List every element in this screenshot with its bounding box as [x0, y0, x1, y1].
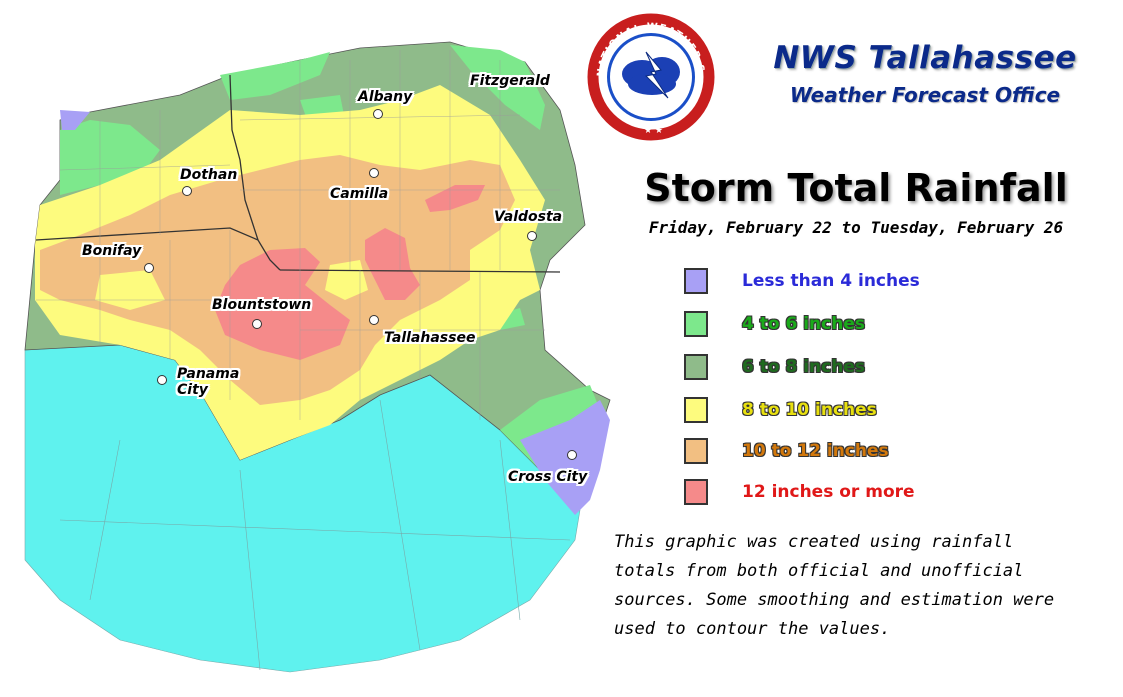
legend-label-10-12: 10 to 12 inches — [742, 441, 889, 461]
city-label-cross-city: Cross City — [508, 469, 588, 485]
city-dot-camilla — [369, 168, 379, 178]
city-label-panama-city: Panama City — [177, 366, 240, 398]
legend-swatch-under-4 — [684, 268, 708, 294]
city-dot-cross-city — [567, 450, 577, 460]
city-label-fitzgerald: Fitzgerald — [470, 73, 550, 89]
office-title: NWS Tallahassee — [773, 40, 1077, 76]
city-label-tallahassee: Tallahassee — [384, 330, 476, 346]
legend-swatch-4-6 — [684, 311, 708, 337]
city-dot-dothan — [182, 186, 192, 196]
city-dot-tallahassee — [369, 315, 379, 325]
legend-label-12-plus: 12 inches or more — [742, 482, 915, 502]
legend-label-8-10: 8 to 10 inches — [742, 400, 877, 420]
legend-swatch-12-plus — [684, 479, 708, 505]
legend-label-4-6: 4 to 6 inches — [742, 314, 865, 334]
rainfall-map: Fitzgerald Albany Dothan Camilla Valdost… — [24, 41, 611, 673]
date-range: Friday, February 22 to Tuesday, February… — [648, 218, 1064, 237]
city-label-albany: Albany — [358, 89, 413, 105]
state-line-ga-fl — [279, 269, 561, 273]
city-dot-bonifay — [144, 263, 154, 273]
legend-swatch-10-12 — [684, 438, 708, 464]
city-label-camilla: Camilla — [330, 186, 389, 202]
land-12-plus-region — [215, 248, 350, 360]
land-under-4-region — [520, 400, 610, 515]
map-title: Storm Total Rainfall — [644, 166, 1068, 210]
state-line-al-ga — [229, 74, 259, 241]
city-label-blountstown: Blountstown — [212, 297, 312, 313]
explanatory-note: This graphic was created using rainfall … — [614, 532, 1055, 639]
rainfall-map-graphic — [24, 41, 611, 673]
city-dot-albany — [373, 109, 383, 119]
legend-swatch-8-10 — [684, 397, 708, 423]
svg-text:★ ★: ★ ★ — [644, 126, 663, 136]
legend-label-6-8: 6 to 8 inches — [742, 357, 865, 377]
city-label-valdosta: Valdosta — [494, 209, 563, 225]
legend-swatch-6-8 — [684, 354, 708, 380]
office-subtitle: Weather Forecast Office — [789, 83, 1061, 107]
legend-label-under-4: Less than 4 inches — [742, 271, 920, 291]
city-dot-blountstown — [252, 319, 262, 329]
land-4-6-region — [60, 120, 160, 195]
city-dot-valdosta — [527, 231, 537, 241]
city-label-bonifay: Bonifay — [82, 243, 142, 259]
city-label-dothan: Dothan — [180, 167, 238, 183]
nws-logo-graphic: NATIONAL WEATHER SERVICE ★ ★ — [582, 4, 715, 141]
city-dot-panama-city — [157, 375, 167, 385]
nws-logo: NATIONAL WEATHER SERVICE ★ ★ — [582, 4, 716, 142]
